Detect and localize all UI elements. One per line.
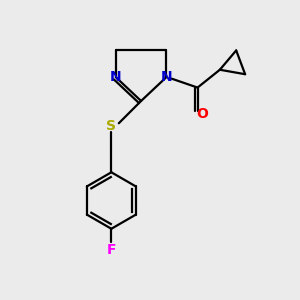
Text: O: O bbox=[196, 107, 208, 121]
Text: S: S bbox=[106, 119, 116, 133]
Text: F: F bbox=[106, 243, 116, 257]
Text: N: N bbox=[160, 70, 172, 84]
Text: N: N bbox=[110, 70, 122, 84]
